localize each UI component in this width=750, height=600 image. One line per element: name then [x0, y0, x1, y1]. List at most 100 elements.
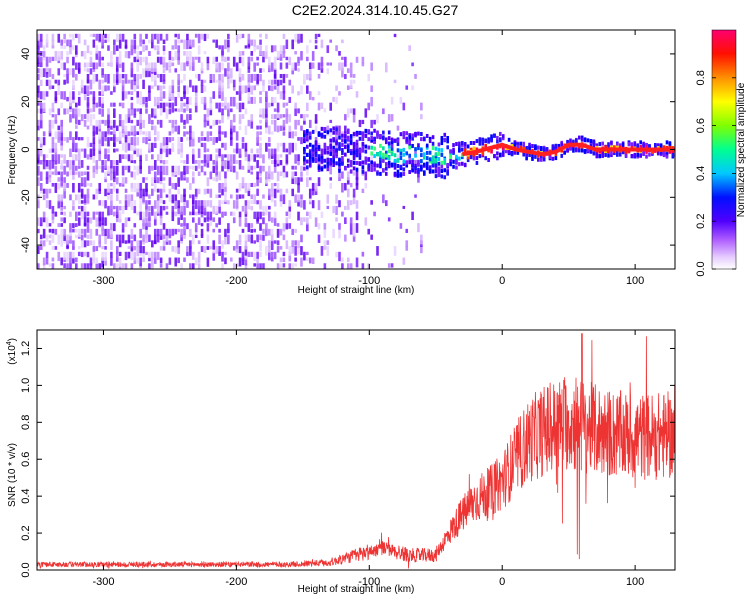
- spectrogram-cell: [224, 96, 227, 106]
- spectrogram-cell: [238, 85, 242, 95]
- spectrogram-cell: [107, 108, 110, 115]
- spectrogram-cell: [253, 39, 256, 47]
- snr-y-tick-label: 0.8: [20, 415, 32, 430]
- spectrogram-cell: [206, 234, 210, 244]
- spectrogram-cell: [189, 131, 192, 140]
- spectrogram-cell: [124, 177, 128, 184]
- spectrogram-cell: [215, 194, 218, 199]
- spectrogram-cell: [276, 246, 280, 253]
- spectrogram-cell: [80, 177, 84, 186]
- spectrogram-band-cell: [437, 173, 441, 178]
- spectrogram-cell: [136, 108, 140, 112]
- spectrogram-cell: [311, 148, 315, 156]
- spectrogram-band-cell: [420, 165, 423, 170]
- spectrogram-cell: [212, 56, 216, 65]
- spectrogram-cell: [133, 125, 137, 134]
- spectrogram-cell: [80, 148, 84, 152]
- spectrogram-cell: [159, 102, 163, 109]
- spectrogram-cell: [104, 251, 107, 261]
- spectrogram-band-cell: [303, 166, 306, 171]
- spectrogram-band-cell: [396, 141, 400, 146]
- spectrogram-cell: [165, 194, 169, 198]
- spectrogram-cell: [218, 234, 221, 245]
- spectrogram-cell: [329, 102, 333, 111]
- spectrogram-band-cell: [472, 140, 476, 145]
- spectrogram-band-cell: [422, 155, 426, 160]
- spectrogram-cell: [227, 73, 230, 80]
- spectrogram-cell: [387, 217, 391, 222]
- spectrogram-cell: [180, 269, 183, 274]
- spectrogram-cell: [124, 240, 128, 244]
- spectrogram-cell: [308, 62, 312, 70]
- spectrogram-cell: [115, 160, 119, 166]
- spectrogram-cell: [127, 142, 131, 151]
- spectrogram-cell: [186, 62, 189, 67]
- spectrogram-cell: [247, 68, 251, 73]
- spectrogram-cell: [124, 154, 128, 160]
- spectrogram-cell: [130, 96, 134, 101]
- spectrogram-band-cell: [417, 146, 420, 151]
- spectrogram-cell: [355, 223, 359, 233]
- spectrogram-band-cell: [329, 138, 333, 143]
- spectrogram-cell: [115, 251, 119, 262]
- spectrogram-cell: [145, 45, 148, 51]
- spectrogram-cell: [200, 96, 204, 105]
- spectrogram-cell: [262, 68, 265, 73]
- spectrogram-band-cell: [437, 142, 441, 147]
- spectrogram-cell: [45, 234, 49, 242]
- spectrogram-cell: [326, 246, 330, 256]
- spectrogram-cell: [203, 96, 207, 105]
- spectrogram-cell: [235, 194, 239, 200]
- spectrogram-cell: [297, 108, 300, 114]
- spectrogram-cell: [72, 96, 75, 104]
- spectrogram-cell: [168, 148, 172, 155]
- spectrogram-band-cell: [618, 152, 622, 157]
- snr-background: [37, 330, 675, 570]
- spectrogram-cell: [162, 205, 166, 211]
- spectrogram-band-cell: [458, 144, 461, 149]
- spectrogram-cell: [37, 102, 40, 106]
- spectrogram-band-cell: [411, 168, 414, 173]
- spectrogram-band-cell: [487, 139, 490, 144]
- spectrogram-cell: [191, 217, 195, 223]
- spectrogram-cell: [294, 131, 297, 137]
- spectrogram-cell: [215, 79, 218, 83]
- spectrogram-cell: [115, 205, 119, 215]
- spectrogram-cell: [86, 114, 90, 122]
- spectrogram-cell: [221, 154, 224, 162]
- spectrogram-band-cell: [425, 145, 429, 150]
- spectrogram-band-cell: [306, 144, 309, 149]
- spectrogram-cell: [259, 33, 262, 38]
- spectrogram-cell: [101, 68, 104, 75]
- spectrogram-band-cell: [414, 147, 417, 152]
- spectrogram-cell: [37, 33, 40, 41]
- spectrogram-cell: [250, 154, 254, 161]
- spectrogram-cell: [136, 165, 140, 176]
- spectrogram-band-cell: [355, 150, 359, 155]
- spectrogram-cell: [162, 91, 166, 99]
- spectrogram-cell: [77, 228, 81, 237]
- spectrogram-cell: [291, 85, 295, 94]
- spectrogram-cell: [227, 108, 230, 117]
- spectrogram-cell: [297, 182, 300, 193]
- spectrogram-band-cell: [303, 150, 306, 155]
- spectrogram-cell: [183, 160, 186, 164]
- spectrogram-cell: [37, 96, 40, 103]
- spectrogram-cell: [39, 102, 43, 109]
- spectrogram-cell: [51, 56, 55, 62]
- spectrogram-band-cell: [323, 164, 327, 169]
- spectrogram-cell: [288, 131, 292, 139]
- spectrogram-band-cell: [399, 132, 403, 137]
- spectrogram-cell: [229, 154, 233, 161]
- spectrogram-cell: [130, 102, 134, 110]
- spectrogram-cell: [276, 125, 280, 133]
- spectrogram-cell: [200, 246, 204, 252]
- spectrogram-cell: [265, 142, 268, 152]
- spectrogram-cell: [162, 68, 166, 73]
- spectrogram-band-cell: [387, 160, 391, 165]
- spectrogram-cell: [121, 85, 125, 92]
- spectrogram-band-cell: [443, 168, 447, 173]
- spectrogram-cell: [341, 68, 344, 78]
- spectrogram-cell: [335, 205, 338, 215]
- spectrogram-cell: [92, 211, 96, 220]
